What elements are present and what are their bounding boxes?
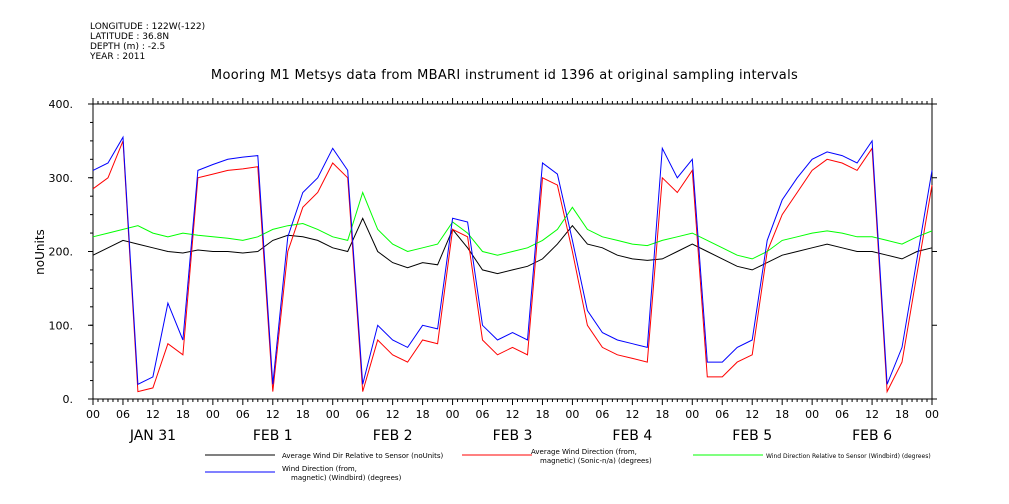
chart-title: Mooring M1 Metsys data from MBARI instru… <box>210 68 799 83</box>
x-day-label: FEB 6 <box>852 428 892 444</box>
series-group <box>92 135 933 394</box>
x-tick-label: 12 <box>506 408 520 421</box>
y-tick-label: 300. <box>49 172 74 185</box>
legend-label-3-line2: magnetic) (Windbird) (degrees) <box>291 474 402 482</box>
legend-label-3: Wind Direction (from, <box>282 465 357 473</box>
legend-label-0: Average Wind Dir Relative to Sensor (noU… <box>282 452 443 460</box>
x-tick-label: 12 <box>625 408 639 421</box>
meta-longitude: LONGITUDE : 122W(-122) <box>90 22 206 32</box>
x-tick-label: 18 <box>895 408 909 421</box>
x-tick-label: 00 <box>206 408 220 421</box>
x-tick-label: 18 <box>775 408 789 421</box>
x-tick-label: 12 <box>865 408 879 421</box>
series-line-2 <box>92 191 933 260</box>
meta-year: YEAR : 2011 <box>90 52 146 62</box>
legend-label-1-line2: magnetic) (Sonic-n/a) (degrees) <box>540 457 652 465</box>
x-tick-label: 00 <box>685 408 699 421</box>
x-tick-label: 00 <box>805 408 819 421</box>
y-tick-label: 100. <box>49 319 74 332</box>
y-tick-label: 400. <box>49 98 74 111</box>
x-tick-label: 18 <box>296 408 310 421</box>
series-line-0 <box>92 217 933 275</box>
x-day-label: FEB 4 <box>612 428 652 444</box>
x-day-label: FEB 1 <box>253 428 293 444</box>
x-tick-label: 06 <box>356 408 370 421</box>
y-axis: 0. 100. 200. 300. 400. <box>49 98 937 406</box>
x-tick-label: 12 <box>146 408 160 421</box>
meta-latitude: LATITUDE : 36.8N <box>90 32 170 42</box>
y-axis-label: noUnits <box>33 229 47 275</box>
x-axis: 00 06 12 18 00 06 12 18 00 06 12 18 00 06 12 18 00 06 12 18… <box>86 98 939 444</box>
series-line-3 <box>92 135 933 386</box>
legend: Average Wind Dir Relative to Sensor (noU… <box>205 448 931 482</box>
x-day-label: FEB 3 <box>493 428 533 444</box>
meta-depth: DEPTH (m) : -2.5 <box>90 42 166 52</box>
metadata-block: LONGITUDE : 122W(-122) LATITUDE : 36.8N … <box>90 22 205 62</box>
x-tick-label: 00 <box>446 408 460 421</box>
x-tick-label: 18 <box>416 408 430 421</box>
legend-label-1: Average Wind Direction (from, <box>531 448 637 456</box>
y-tick-label: 200. <box>49 246 74 259</box>
legend-label-2: Wind Direction Relative to Sensor (Windb… <box>766 453 931 460</box>
x-tick-label: 18 <box>655 408 669 421</box>
x-tick-label: 00 <box>86 408 100 421</box>
x-tick-label: 12 <box>745 408 759 421</box>
y-tick-label: 0. <box>63 393 74 406</box>
x-day-label: FEB 2 <box>373 428 413 444</box>
x-tick-label: 06 <box>116 408 130 421</box>
x-tick-label: 12 <box>386 408 400 421</box>
series-line-1 <box>92 140 933 394</box>
x-tick-label: 00 <box>925 408 939 421</box>
x-tick-label: 00 <box>326 408 340 421</box>
x-tick-label: 18 <box>176 408 190 421</box>
x-tick-label: 12 <box>266 408 280 421</box>
x-tick-label: 06 <box>476 408 490 421</box>
x-tick-label: 06 <box>595 408 609 421</box>
x-tick-label: 18 <box>535 408 549 421</box>
x-day-label: JAN 31 <box>129 428 176 444</box>
x-tick-label: 06 <box>236 408 250 421</box>
x-day-label: FEB 5 <box>732 428 772 444</box>
x-tick-label: 06 <box>715 408 729 421</box>
x-tick-label: 06 <box>835 408 849 421</box>
x-tick-label: 00 <box>565 408 579 421</box>
